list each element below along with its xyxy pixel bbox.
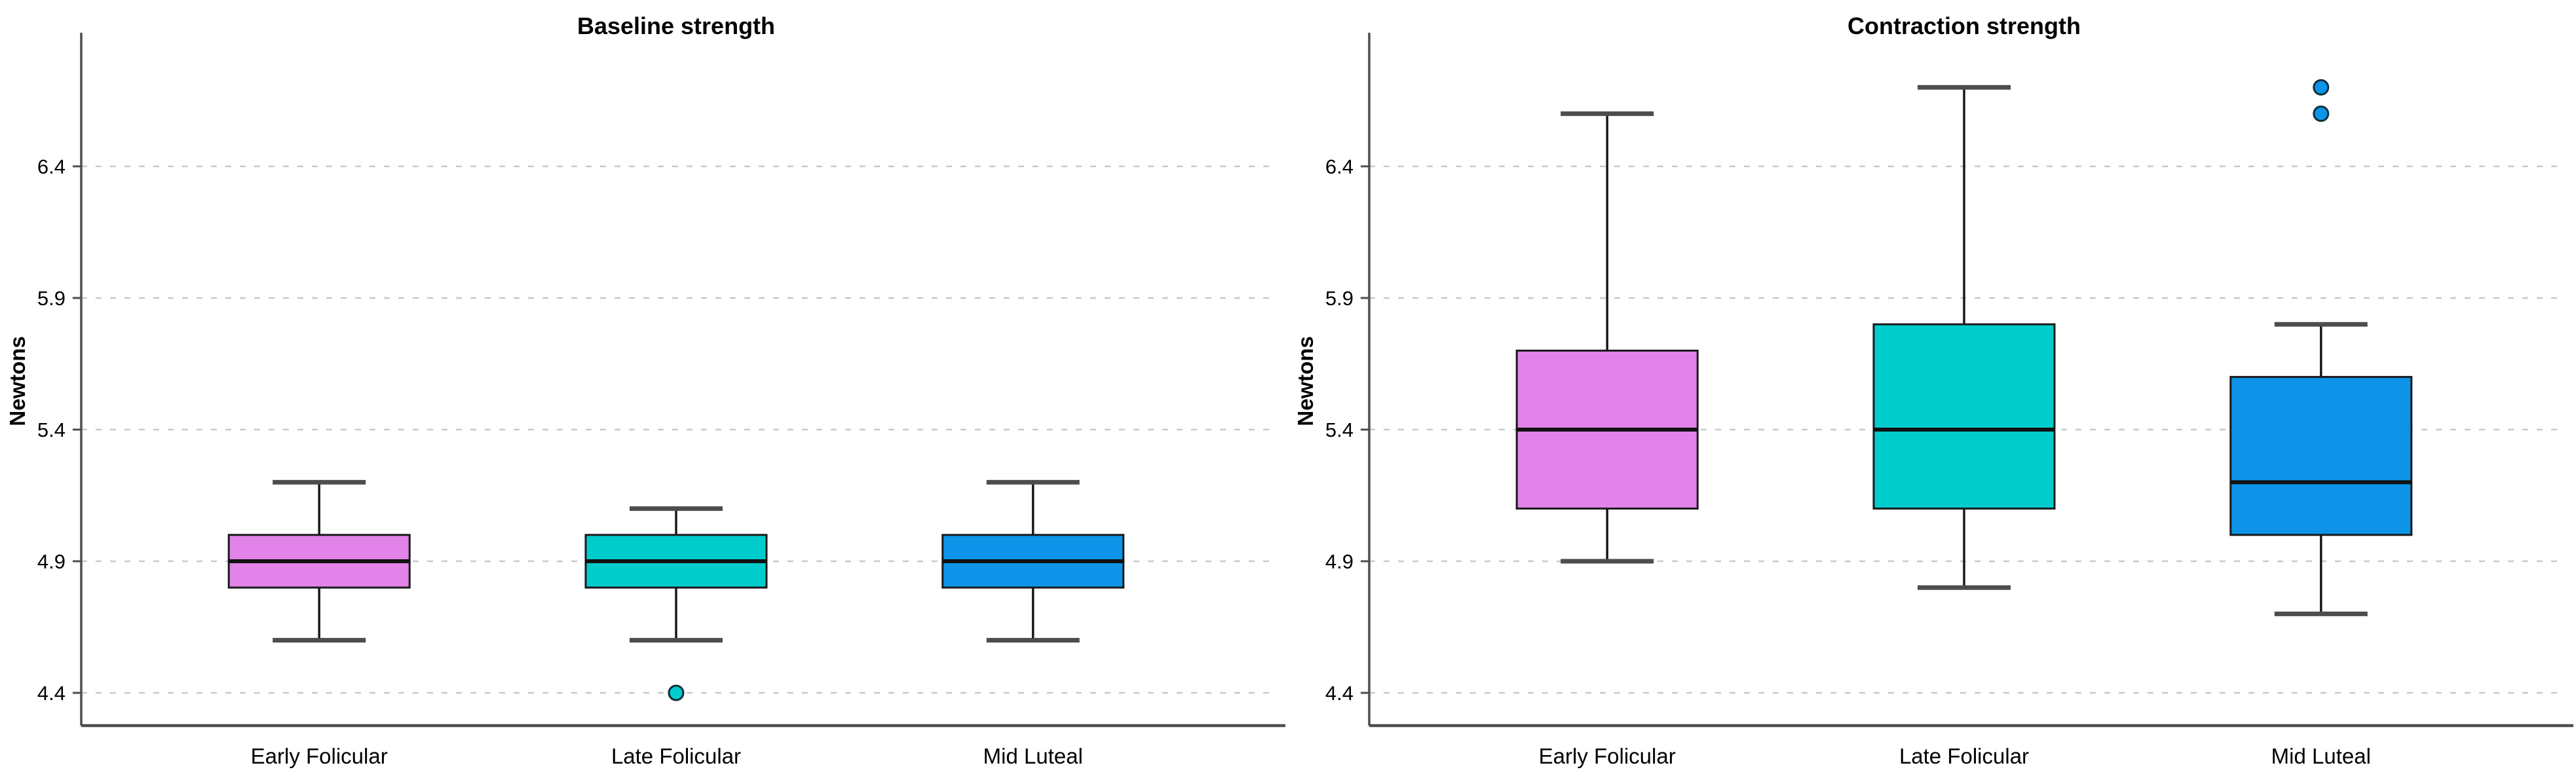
y-tick-label-5.4: 5.4: [37, 418, 66, 441]
baseline-strength-box-plot: Baseline strength Newtons 4.4 4.9 5.4 5.9 6.…: [5, 12, 1285, 768]
x-tick-labels: Early Folicular Late Folicular Mid Luteal: [251, 744, 1083, 768]
boxplot-mid-luteal: [941, 479, 1125, 643]
x-tick-label-early-folicular: Early Folicular: [1539, 744, 1676, 768]
iqr-box: [1872, 323, 2056, 510]
axes: [73, 33, 1285, 728]
outlier-point-6.7: [2313, 79, 2330, 96]
y-tick-label-4.9: 4.9: [37, 550, 66, 573]
boxplot-early-folicular: [1515, 111, 1699, 564]
y-tick-label-4.4: 4.4: [37, 682, 66, 705]
y-axis-label: Newtons: [1293, 336, 1317, 426]
box-marks: [227, 479, 1125, 701]
box-marks: [1515, 79, 2413, 616]
chart-title: Contraction strength: [1847, 12, 2081, 39]
iqr-box: [2229, 376, 2413, 536]
y-axis-label: Newtons: [5, 336, 29, 426]
boxplot-early-folicular: [227, 479, 411, 643]
y-tick-label-4.9: 4.9: [1325, 550, 1354, 573]
y-tick-label-5.9: 5.9: [37, 287, 66, 310]
x-tick-label-late-folicular: Late Folicular: [611, 744, 741, 768]
x-tick-label-late-folicular: Late Folicular: [1899, 744, 2029, 768]
outlier-point-6.6: [2313, 105, 2330, 122]
y-tick-label-6.4: 6.4: [1325, 155, 1354, 178]
y-tick-label-4.4: 4.4: [1325, 682, 1354, 705]
y-tick-label-5.4: 5.4: [1325, 418, 1354, 441]
y-tick-label-6.4: 6.4: [37, 155, 66, 178]
boxplot-late-folicular: [1872, 84, 2056, 590]
x-tick-label-mid-luteal: Mid Luteal: [983, 744, 1083, 768]
x-tick-labels: Early Folicular Late Folicular Mid Luteal: [1539, 744, 2371, 768]
x-tick-label-mid-luteal: Mid Luteal: [2271, 744, 2371, 768]
x-tick-label-early-folicular: Early Folicular: [251, 744, 388, 768]
boxplot-mid-luteal: [2229, 79, 2413, 616]
y-tick-label-5.9: 5.9: [1325, 287, 1354, 310]
y-tick-labels: 4.4 4.9 5.4 5.9 6.4: [37, 155, 66, 705]
outlier-point-4.4: [668, 684, 685, 701]
boxplot-late-folicular: [584, 506, 768, 701]
chart-title: Baseline strength: [577, 12, 775, 39]
contraction-strength-box-plot: Contraction strength Newtons 4.4 4.9 5.4 5.…: [1293, 12, 2573, 768]
axes: [1361, 33, 2573, 728]
y-tick-labels: 4.4 4.9 5.4 5.9 6.4: [1325, 155, 1354, 705]
